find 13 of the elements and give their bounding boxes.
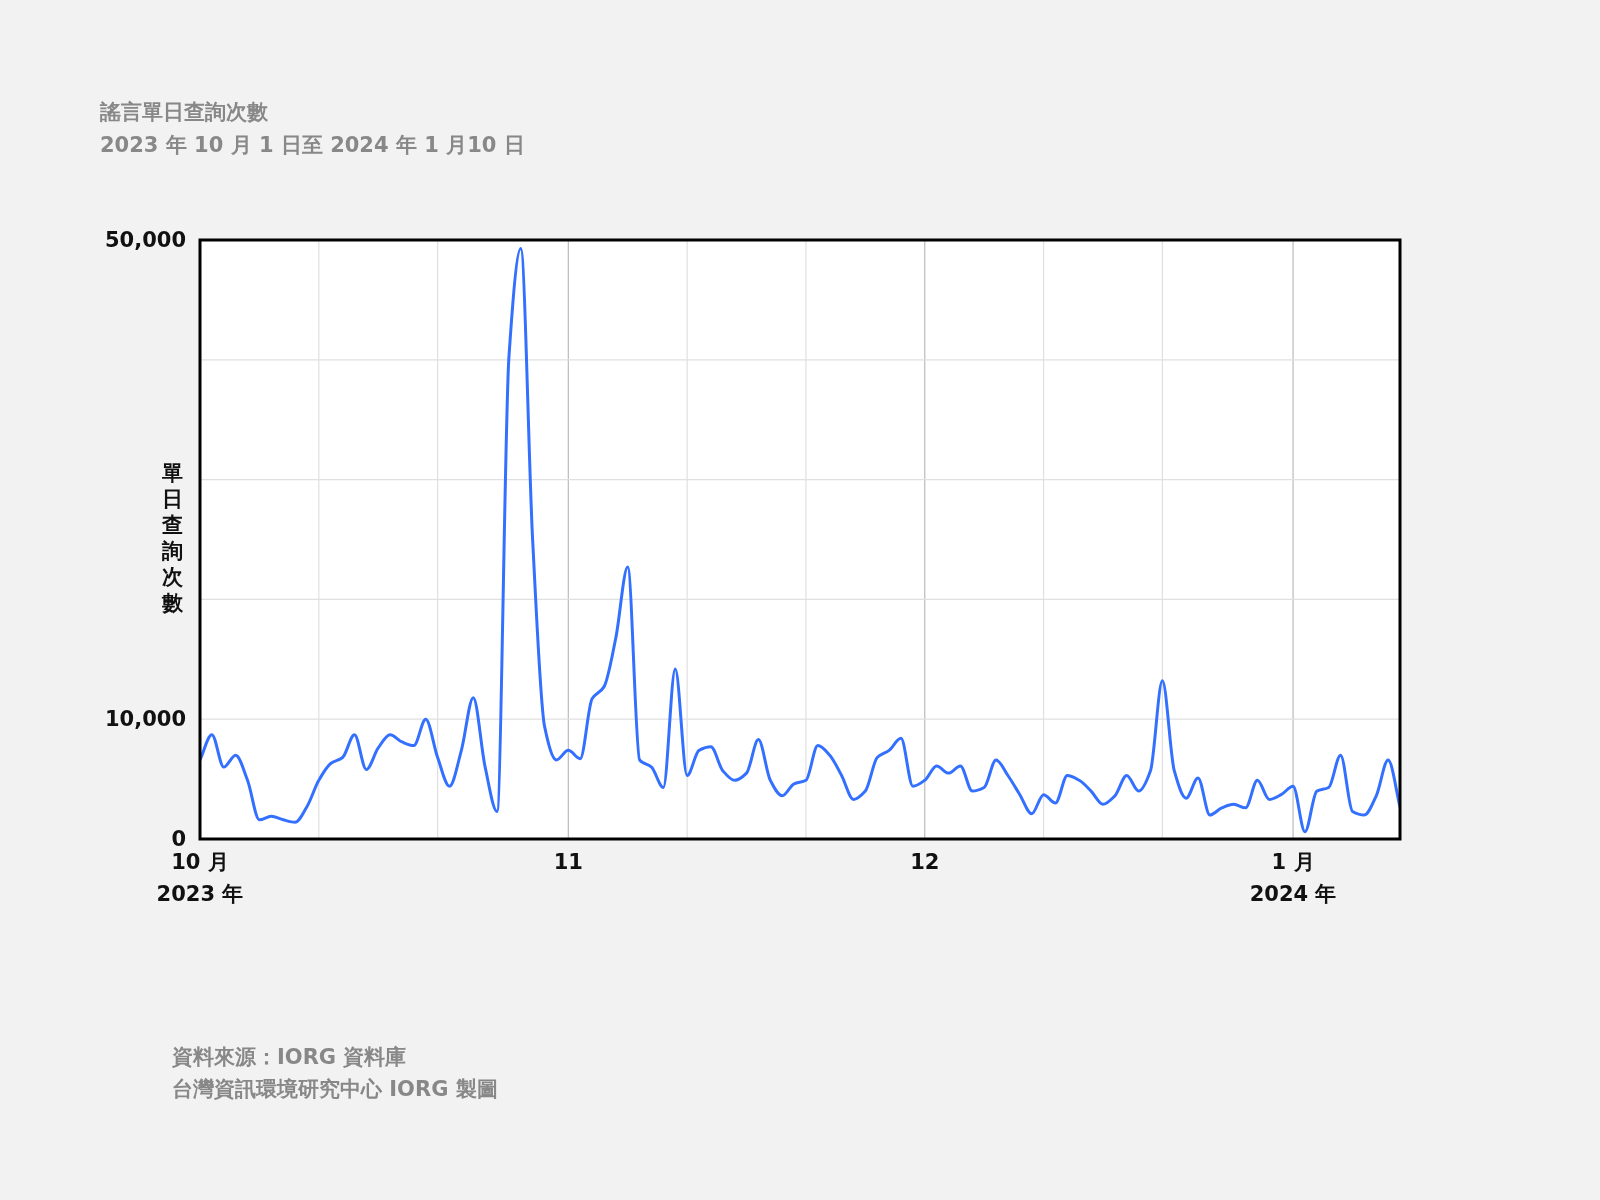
x-tick-label: 12 (910, 850, 940, 874)
y-tick-label: 50,000 (104, 228, 186, 252)
source-note: 資料來源：IORG 資料庫 (171, 1045, 407, 1069)
y-axis-title: 單日查詢次數 (160, 461, 184, 615)
x-tick-label: 10 月 2023 年 (156, 850, 244, 906)
x-tick-label: 11 (553, 850, 583, 874)
y-tick-label: 0 (171, 827, 186, 851)
line-series (200, 246, 1400, 834)
y-tick-label: 10,000 (104, 707, 186, 732)
text: 台灣資訊環境研究中心 IORG 製圖 (172, 1077, 498, 1101)
x-tick-label: 1 月 2024 年 (1249, 850, 1337, 906)
chart-title: 謠言單日查詢次數 (99, 100, 269, 124)
chart-subtitle: 2023 年 10 月 1 日至 2024 年 1 月10 日 (100, 133, 525, 157)
